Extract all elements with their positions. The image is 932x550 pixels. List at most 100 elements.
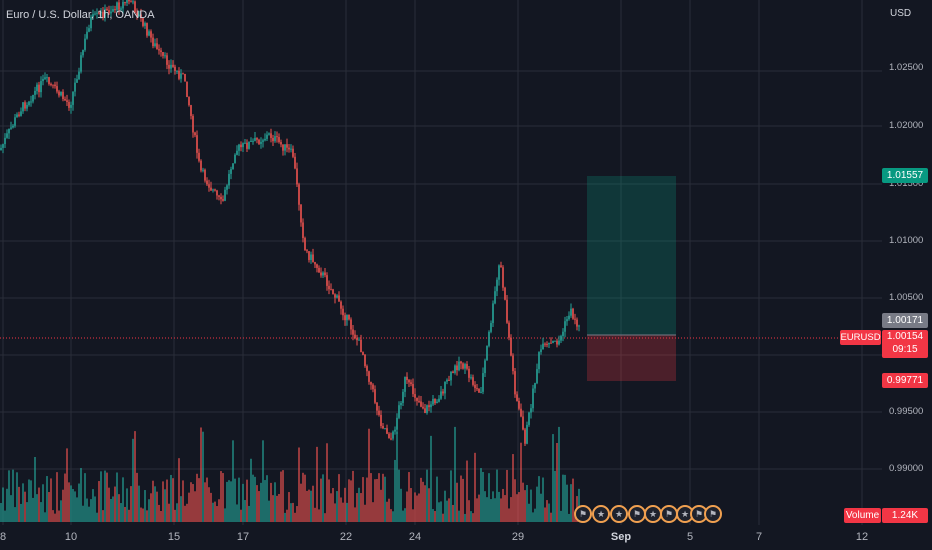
candle-body — [302, 222, 304, 239]
candle-body — [324, 272, 326, 276]
candle-body — [308, 251, 310, 260]
candle-body — [336, 295, 338, 298]
volume-bar — [572, 478, 574, 522]
volume-bar — [56, 472, 58, 522]
volume-bar — [90, 499, 92, 522]
us-flag-icon[interactable]: ⚑ — [704, 505, 722, 523]
volume-bar — [564, 474, 566, 522]
volume-bar — [288, 492, 290, 522]
candle-body — [88, 28, 90, 32]
eu-flag-icon[interactable]: ★ — [610, 505, 628, 523]
volume-bar — [174, 509, 176, 522]
candle-body — [218, 195, 220, 197]
candle-body — [484, 360, 486, 374]
volume-bar — [202, 431, 204, 522]
candle-body — [148, 31, 150, 36]
candle-body — [162, 52, 164, 56]
volume-bar — [20, 503, 22, 522]
candle-body — [6, 133, 8, 138]
time-tick: 17 — [236, 531, 250, 543]
candle-body — [8, 128, 10, 134]
candle-body — [200, 160, 202, 171]
candle-body — [504, 287, 506, 300]
volume-bar — [176, 503, 178, 522]
volume-bar — [208, 487, 210, 522]
candle-body — [556, 340, 558, 345]
candle-body — [332, 289, 334, 295]
volume-bar — [298, 447, 300, 522]
volume-bar — [414, 492, 416, 522]
volume-bar — [100, 471, 102, 522]
volume-bar — [164, 489, 166, 522]
candle-body — [18, 114, 20, 116]
candle-body — [496, 279, 498, 292]
candle-body — [392, 431, 394, 439]
candle-body — [500, 265, 502, 268]
volume-bar — [308, 489, 310, 522]
volume-bar — [276, 495, 278, 522]
candle-body — [390, 438, 392, 440]
candle-body — [132, 1, 134, 3]
volume-bar — [64, 473, 66, 522]
volume-bar — [204, 482, 206, 522]
candle-body — [94, 13, 96, 15]
candle-body — [350, 319, 352, 330]
volume-bar — [132, 438, 134, 522]
candle-body — [90, 17, 92, 29]
volume-bar — [72, 489, 74, 522]
candle-body — [30, 101, 32, 103]
volume-bar — [226, 481, 228, 522]
candle-body — [364, 354, 366, 367]
price-tick: 1.02000 — [889, 120, 924, 131]
volume-bar — [506, 469, 508, 522]
volume-bar — [46, 476, 48, 522]
volume-bar — [182, 480, 184, 522]
volume-bar — [322, 474, 324, 522]
candle-body — [52, 84, 54, 86]
chart-title: Euro / U.S. Dollar, 1h, OANDA — [6, 9, 155, 21]
us-flag-icon[interactable]: ⚑ — [574, 505, 592, 523]
volume-bar — [352, 470, 354, 522]
volume-bar — [348, 479, 350, 522]
volume-bar — [190, 482, 192, 522]
eu-flag-icon[interactable]: ★ — [592, 505, 610, 523]
volume-bar — [116, 472, 118, 522]
candle-body — [528, 412, 530, 425]
candle-body — [190, 105, 192, 116]
volume-bar — [268, 500, 270, 522]
eu-flag-icon[interactable]: ★ — [644, 505, 662, 523]
candle-body — [482, 373, 484, 392]
candle-body — [510, 337, 512, 356]
volume-bar — [258, 491, 260, 522]
candle-body — [116, 2, 118, 10]
volume-bar — [228, 480, 230, 522]
candle-body — [262, 140, 264, 142]
volume-bar — [284, 512, 286, 522]
volume-bar — [422, 481, 424, 522]
candle-body — [522, 416, 524, 430]
candle-body — [428, 405, 430, 408]
long-position-target-zone[interactable] — [587, 176, 676, 335]
volume-bar — [104, 470, 106, 522]
candle-body — [98, 12, 100, 14]
volume-bar — [548, 503, 550, 522]
volume-bar — [314, 507, 316, 522]
candle-body — [412, 384, 414, 395]
candle-body — [156, 43, 158, 50]
volume-bar — [178, 458, 180, 522]
candle-body — [292, 148, 294, 157]
candle-body — [254, 137, 256, 141]
candle-body — [42, 78, 44, 82]
candle-body — [396, 417, 398, 430]
candle-body — [440, 391, 442, 399]
candle-body — [282, 144, 284, 151]
candle-body — [432, 398, 434, 405]
candle-body — [268, 133, 270, 135]
price-tick: 0.99500 — [889, 406, 924, 417]
long-position-stop-zone[interactable] — [587, 335, 676, 381]
volume-bar — [390, 509, 392, 522]
volume-bar — [566, 484, 568, 522]
candle-body — [286, 144, 288, 148]
candle-body — [464, 364, 466, 369]
